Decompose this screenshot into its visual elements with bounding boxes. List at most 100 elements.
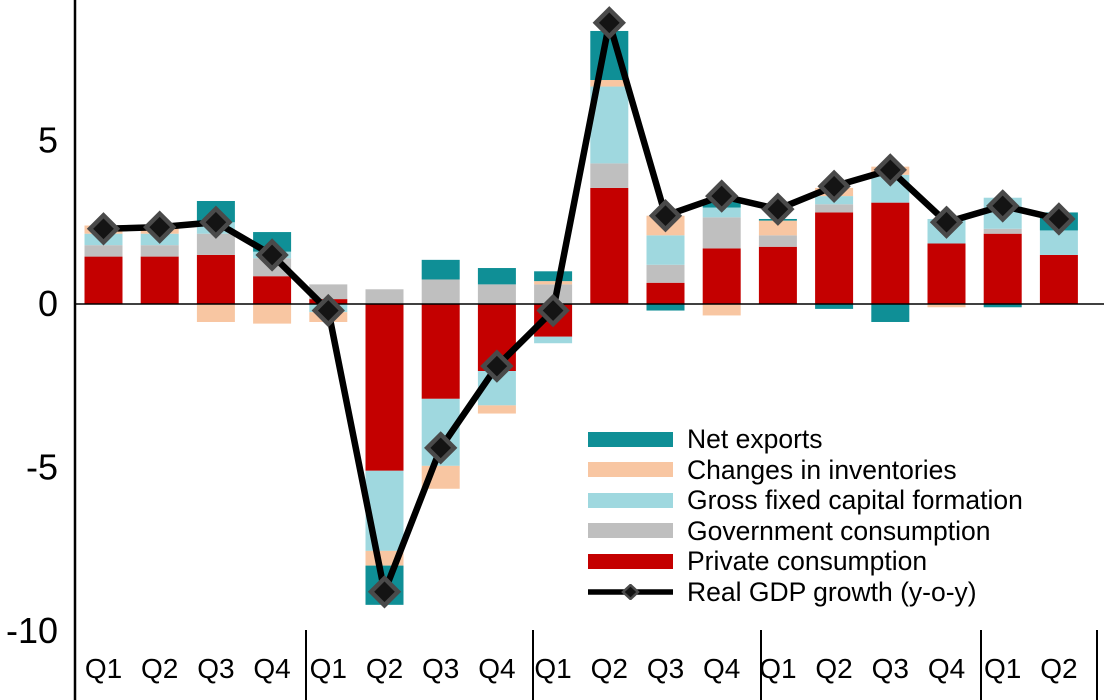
legend-row-line: Real GDP growth (y-o-y) (588, 577, 1023, 608)
bar-segment-government (646, 264, 685, 283)
bar-segment-net_exports (534, 271, 573, 282)
gdp-diamond-marker (986, 189, 1020, 223)
bar-segment-government (477, 284, 516, 304)
x-tick-label: Q2 (1040, 653, 1077, 684)
bar-segment-private (983, 233, 1022, 304)
gdp-diamond-marker (86, 212, 121, 246)
legend-swatch-government-icon (588, 523, 673, 539)
legend-row-inventories: Changes in inventories (588, 455, 1023, 486)
bar-segment-government (815, 204, 854, 213)
gdp-diamond-marker (705, 179, 739, 213)
x-tick-label: Q1 (534, 653, 571, 684)
bar-segment-private (758, 246, 797, 304)
bar-segment-government (421, 279, 460, 304)
bar-segment-private (421, 304, 460, 399)
legend-swatch-gfcf-icon (588, 492, 673, 508)
legend-swatch-private-icon (588, 553, 673, 569)
bar-segment-inventories (477, 405, 516, 414)
legend-swatch-inventories-icon (588, 462, 673, 478)
bar-segment-government (758, 235, 797, 247)
x-tick-label: Q3 (422, 653, 459, 684)
bar-segment-government (365, 289, 404, 304)
bar-segment-gfcf (534, 336, 573, 344)
gdp-diamond-marker (761, 192, 795, 226)
legend-line-diamond-icon (588, 583, 673, 601)
bar-segment-private (815, 212, 854, 304)
legend-label: Private consumption (687, 546, 928, 576)
gdp-diamond-marker (873, 153, 907, 187)
gdp-diamond-marker (929, 205, 964, 239)
bar-segment-government (309, 284, 348, 300)
x-tick-label: Q3 (872, 653, 909, 684)
x-tick-label: Q4 (928, 653, 965, 684)
bar-segment-government (84, 245, 123, 257)
x-tick-label: Q2 (591, 653, 628, 684)
bar-segment-private (590, 187, 629, 304)
bar-segment-private (196, 254, 235, 304)
gdp-diamond-marker (311, 293, 345, 328)
gdp-diamond-marker (817, 169, 851, 203)
bar-segment-government (196, 233, 235, 255)
y-tick-label: -5 (26, 447, 58, 488)
bar-segment-inventories (253, 304, 292, 324)
legend-label: Gross fixed capital formation (687, 485, 1023, 515)
x-tick-label: Q2 (141, 653, 178, 684)
gdp-diamond-marker (648, 199, 683, 233)
gdp-diamond-marker (255, 238, 289, 272)
gdp-diamond-marker (143, 210, 177, 244)
x-tick-label: Q3 (647, 653, 684, 684)
legend-row-private: Private consumption (588, 546, 1023, 577)
x-tick-label: Q3 (197, 653, 234, 684)
gdp-diamond-marker (592, 6, 626, 40)
x-tick-label: Q2 (366, 653, 403, 684)
gdp-diamond-marker (536, 293, 570, 328)
legend-label: Changes in inventories (687, 454, 957, 485)
legend-row-net_exports: Net exports (588, 424, 1023, 455)
bar-segment-net_exports (983, 304, 1022, 308)
bar-segment-inventories (702, 304, 741, 316)
bar-segment-private (365, 304, 404, 471)
x-tick-label: Q1 (984, 653, 1021, 684)
bar-segment-gfcf (646, 235, 685, 265)
bar-segment-net_exports (815, 304, 854, 309)
bar-segment-inventories (590, 80, 629, 87)
legend-swatch-net_exports-icon (588, 431, 673, 447)
x-tick-label: Q4 (478, 653, 515, 684)
legend-row-government: Government consumption (588, 516, 1023, 547)
y-tick-label: 5 (38, 120, 58, 161)
bar-segment-inventories (534, 281, 573, 285)
bar-segment-inventories (758, 220, 797, 236)
bar-segment-government (983, 228, 1022, 234)
bar-segment-inventories (927, 304, 966, 308)
bar-segment-government (590, 163, 629, 188)
x-tick-label: Q4 (253, 653, 290, 684)
gdp-diamond-marker (367, 575, 402, 609)
bar-segment-private (646, 282, 685, 304)
gdp-diamond-marker (480, 349, 514, 383)
bar-segment-private (1039, 254, 1078, 304)
gdp-diamond-marker (424, 431, 458, 465)
bar-segment-inventories (196, 304, 235, 322)
bar-segment-net_exports (477, 268, 516, 285)
bar-segment-private (702, 248, 741, 304)
y-tick-label: -10 (6, 610, 58, 651)
x-tick-label: Q1 (759, 653, 796, 684)
bar-segment-government (702, 217, 741, 249)
bar-segment-government (140, 245, 179, 257)
legend-label: Real GDP growth (y-o-y) (687, 576, 977, 607)
legend-label: Net exports (687, 424, 823, 454)
gdp-diamond-marker (199, 205, 233, 239)
gdp-diamond-marker (1042, 202, 1076, 236)
x-tick-label: Q1 (85, 653, 122, 684)
legend-label: Government consumption (687, 515, 991, 546)
bar-segment-net_exports (871, 304, 910, 322)
bar-segment-net_exports (421, 259, 460, 280)
bar-segment-private (927, 243, 966, 304)
bar-segment-private (253, 276, 292, 304)
bar-segment-private (140, 256, 179, 304)
legend-row-gfcf: Gross fixed capital formation (588, 485, 1023, 516)
chart-legend: Net exports Changes in inventories Gross f… (588, 424, 1023, 607)
bar-segment-private (84, 256, 123, 304)
